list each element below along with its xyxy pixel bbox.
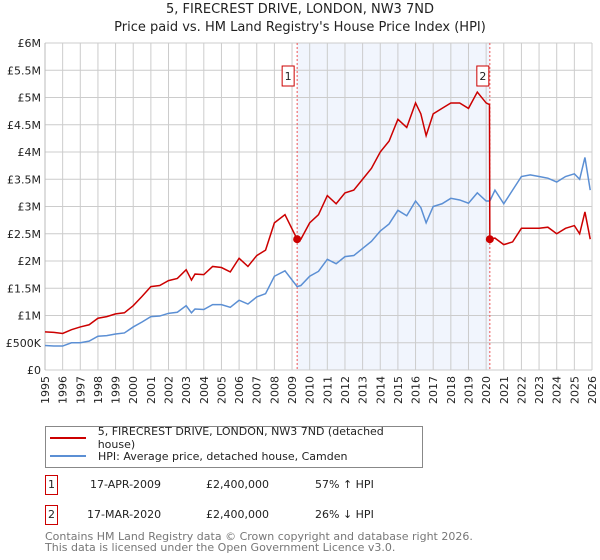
x-tick-label: 2022: [515, 376, 528, 404]
y-tick-label: £1M: [18, 310, 42, 323]
x-tick-label: 2010: [304, 376, 317, 404]
y-tick-label: £3M: [18, 201, 42, 214]
x-tick-label: 2015: [392, 376, 405, 404]
y-tick-label: £2.5M: [7, 228, 41, 241]
chart-subtitle: Price paid vs. HM Land Registry's House …: [114, 20, 486, 35]
transaction-hpi: 57% ↑ HPI: [315, 478, 374, 491]
chart-title: 5, FIRECREST DRIVE, LONDON, NW3 7ND: [166, 2, 434, 17]
x-tick-label: 2016: [410, 376, 423, 404]
x-tick-label: 2021: [498, 376, 511, 404]
legend-swatch-blue: [50, 455, 86, 457]
x-tick-label: 1998: [92, 376, 105, 404]
x-tick-label: 2006: [233, 376, 246, 404]
x-tick-label: 2004: [198, 376, 211, 404]
y-tick-label: £0: [27, 364, 41, 377]
marker-badge: 2: [45, 505, 58, 525]
legend-item-property: 5, FIRECREST DRIVE, LONDON, NW3 7ND (det…: [50, 425, 422, 451]
marker-badge: 1: [45, 475, 58, 495]
x-tick-label: 2002: [163, 376, 176, 404]
transaction-price: £2,400,000: [206, 508, 269, 521]
transaction-date: 17-MAR-2020: [87, 508, 162, 521]
legend-swatch-red: [50, 437, 86, 439]
x-tick-label: 2018: [445, 376, 458, 404]
x-tick-label: 2020: [480, 376, 493, 404]
footer-line: Contains HM Land Registry data © Crown c…: [45, 530, 473, 543]
series-line-hpi: [44, 157, 591, 347]
transaction-date: 17-APR-2009: [90, 478, 162, 491]
legend: 5, FIRECREST DRIVE, LONDON, NW3 7ND (det…: [45, 425, 423, 468]
y-tick-label: £2M: [18, 255, 42, 268]
x-tick-label: 2008: [268, 376, 281, 404]
x-tick-label: 1995: [39, 376, 52, 404]
sale-point: [293, 235, 302, 244]
x-tick-label: 2024: [551, 376, 564, 404]
y-tick-label: £1.5M: [7, 282, 41, 295]
y-tick-label: £5.5M: [7, 64, 41, 77]
marker-label: 2: [479, 70, 486, 83]
x-tick-label: 2014: [374, 376, 387, 404]
transaction-price: £2,400,000: [206, 478, 269, 491]
sale-point: [485, 235, 494, 244]
x-tick-label: 2026: [586, 376, 599, 404]
x-tick-label: 2009: [286, 376, 299, 404]
x-tick-label: 2000: [127, 376, 140, 404]
legend-item-hpi: HPI: Average price, detached house, Camd…: [50, 448, 347, 464]
series-line-property: [44, 90, 591, 335]
marker-label-box: [476, 65, 490, 87]
x-tick-label: 2019: [462, 376, 475, 404]
legend-label: HPI: Average price, detached house, Camd…: [98, 449, 348, 463]
transaction-hpi: 26% ↓ HPI: [315, 508, 374, 521]
x-tick-label: 2003: [180, 376, 193, 404]
x-tick-label: 2017: [427, 376, 440, 404]
x-tick-label: 2011: [321, 376, 334, 404]
x-tick-label: 1997: [74, 376, 87, 404]
x-tick-label: 1996: [57, 376, 70, 404]
x-tick-label: 2001: [145, 376, 158, 404]
x-tick-label: 2012: [339, 376, 352, 404]
x-tick-label: 2013: [357, 376, 370, 404]
y-tick-label: £4.5M: [7, 119, 41, 132]
x-tick-label: 2007: [251, 376, 264, 404]
x-tick-label: 1999: [110, 376, 123, 404]
y-tick-label: £500K: [6, 337, 42, 350]
marker-label-box: [281, 65, 295, 87]
x-tick-label: 2023: [533, 376, 546, 404]
y-tick-label: £3.5M: [7, 173, 41, 186]
legend-label: 5, FIRECREST DRIVE, LONDON, NW3 7ND (det…: [97, 425, 384, 451]
y-tick-label: £4M: [18, 146, 42, 159]
marker-label: 1: [285, 70, 292, 83]
footer-line: This data is licensed under the Open Gov…: [45, 541, 396, 554]
footer: Contains HM Land Registry data © Crown c…: [45, 531, 473, 553]
x-tick-label: 2025: [568, 376, 581, 404]
x-tick-label: 2005: [215, 376, 228, 404]
price-chart: £0 £500K £1M £1.5M £2M £2.5M £3M £3.5M £4M £4.5M £…: [6, 37, 599, 404]
y-tick-label: £5M: [18, 92, 42, 105]
y-tick-label: £6M: [18, 37, 42, 50]
